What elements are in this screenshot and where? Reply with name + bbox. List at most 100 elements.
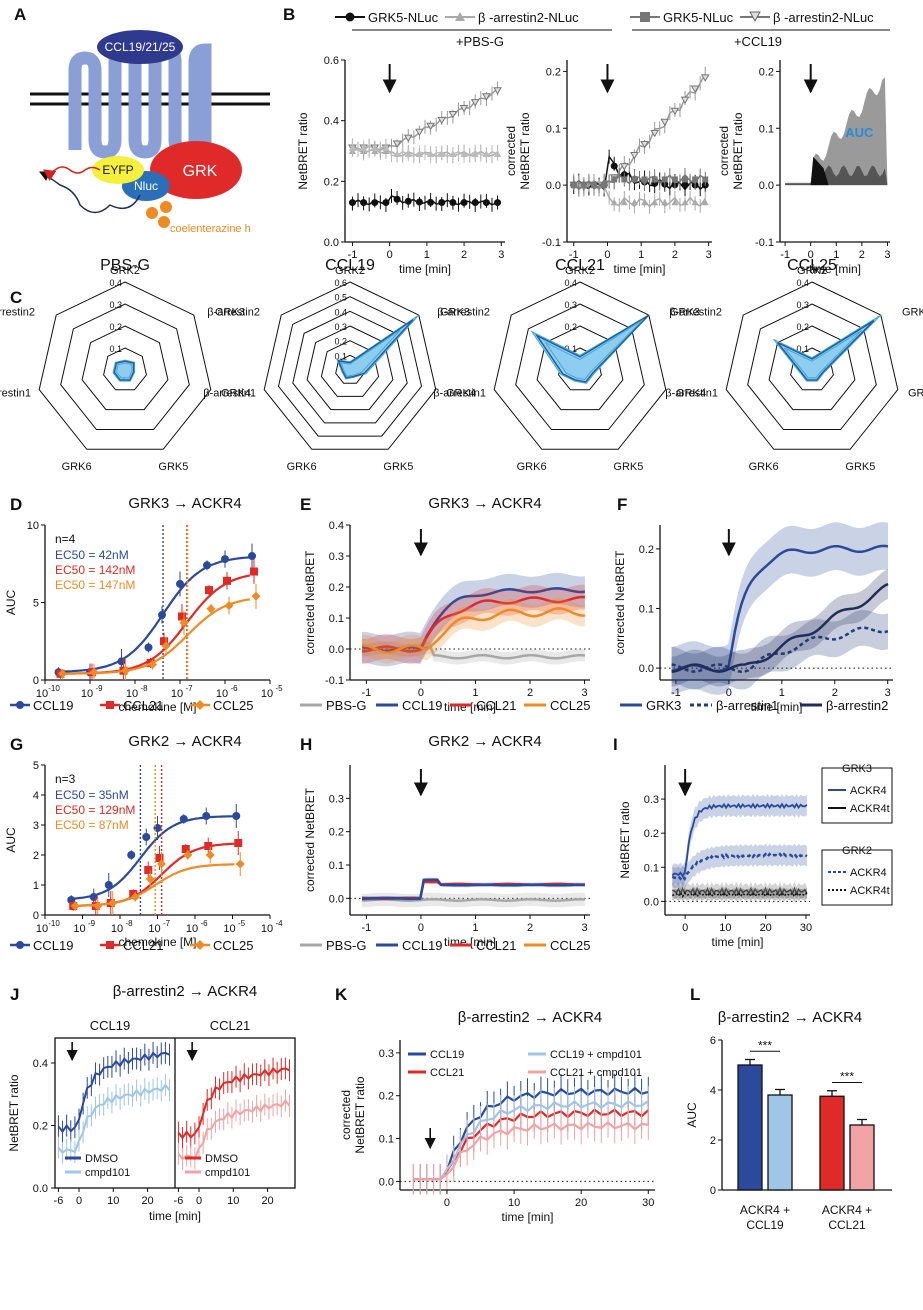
data-point bbox=[104, 881, 113, 889]
legend-dmso: DMSO bbox=[85, 1153, 118, 1165]
category-label: ACKR4 + bbox=[740, 1203, 790, 1217]
y-tick-label: 0.3 bbox=[329, 793, 344, 805]
bar bbox=[737, 1064, 763, 1191]
x-tick-label: -6 bbox=[174, 1195, 184, 1207]
panel-e-title: GRK3 → ACKR4 bbox=[428, 495, 541, 512]
data-point bbox=[415, 198, 423, 206]
legend-k-3: CCL21 + cmpd101 bbox=[550, 1067, 642, 1079]
data-point bbox=[121, 666, 130, 676]
data-point bbox=[630, 152, 639, 160]
ec50-label: EC50 = 35nM bbox=[55, 788, 129, 802]
data-point bbox=[234, 839, 243, 847]
data-point bbox=[179, 618, 189, 628]
data-point bbox=[58, 669, 67, 679]
data-point bbox=[221, 555, 229, 564]
data-point bbox=[205, 586, 213, 595]
data-point bbox=[392, 140, 402, 149]
x-tick-label: 0 bbox=[196, 1195, 202, 1207]
panel-b-plot-3: -0.1 0.0 0.1 0.2 -1 0 1 2 3 time [min] corrected Ne… bbox=[717, 60, 891, 276]
data-point bbox=[224, 601, 234, 611]
data-point bbox=[158, 610, 166, 619]
y-tick-label: 0.3 bbox=[329, 551, 344, 563]
legend-g-ccl19: CCL19 bbox=[33, 938, 73, 953]
x-tick-label: 3 bbox=[884, 249, 890, 261]
auc-area-barr2 bbox=[785, 77, 888, 186]
x-axis-title: time [min] bbox=[711, 935, 763, 949]
y-axis-title: corrected bbox=[717, 126, 731, 176]
radar-tick: 0.1 bbox=[796, 344, 809, 354]
radar-axis-label: GRK6 bbox=[287, 461, 317, 473]
grk-ellipse bbox=[150, 141, 242, 199]
data-point bbox=[631, 176, 638, 183]
y-tick-label: 0.2 bbox=[759, 66, 774, 78]
radar-axis-label: GRK6 bbox=[749, 461, 779, 473]
x-tick-label: -6 bbox=[54, 1195, 64, 1207]
radar-axis-label: GRK3 bbox=[440, 306, 470, 318]
data-point bbox=[690, 85, 700, 93]
x-tick-base: 10 bbox=[111, 923, 123, 935]
panel-j-sub-ccl19: CCL19 bbox=[90, 1018, 130, 1033]
error-band bbox=[672, 794, 807, 886]
radar-ring bbox=[493, 281, 667, 450]
auc-label: AUC bbox=[845, 125, 874, 140]
data-point bbox=[651, 198, 659, 206]
x-tick-exponent: -4 bbox=[275, 919, 283, 928]
panel-f: F 0.0 0.1 0.2 -1 0 1 2 3 time [min] corrected Net… bbox=[613, 495, 893, 714]
x-axis-title: chemokine [M] bbox=[118, 935, 196, 949]
radar-ring bbox=[747, 303, 877, 430]
x-tick-base: 10 bbox=[223, 923, 235, 935]
y-tick-label: 0 bbox=[33, 910, 39, 922]
data-point bbox=[382, 144, 390, 151]
legend-h-ccl19: CCL19 bbox=[402, 938, 442, 953]
y-tick-label: 0.2 bbox=[639, 544, 654, 556]
y-axis-title: AUC bbox=[4, 827, 18, 853]
error-band bbox=[671, 522, 888, 695]
x-tick-label: 3 bbox=[498, 249, 504, 261]
y-tick-label: 3 bbox=[33, 820, 39, 832]
data-point bbox=[459, 105, 469, 113]
data-point bbox=[403, 134, 413, 143]
panel-f-label: F bbox=[617, 495, 627, 514]
legend-grk2-title: GRK2 bbox=[842, 845, 872, 857]
radar-axis-label: GRK4 bbox=[908, 387, 923, 399]
data-point bbox=[661, 198, 669, 206]
x-tick-base: 10 bbox=[216, 688, 228, 700]
y-axis-title: corrected NetBRET bbox=[303, 787, 317, 892]
radar-profile bbox=[340, 329, 401, 377]
y-tick-label: 0.2 bbox=[329, 582, 344, 594]
data-point bbox=[471, 199, 479, 207]
panel-c: C PBS-G0.10.20.30.40GRK2GRK3GRK4GRK5GRK6… bbox=[0, 257, 923, 473]
ec50-label: EC50 = 147nM bbox=[55, 578, 135, 592]
legend-marker-grk5-ccl19 bbox=[640, 12, 650, 22]
data-point bbox=[580, 182, 587, 189]
series-line bbox=[671, 890, 808, 899]
legend-d-ccl25: CCL25 bbox=[213, 698, 253, 713]
x-tick-label: 10 bbox=[227, 1195, 239, 1207]
radar-axis-label: GRK5 bbox=[158, 461, 188, 473]
eyfp-ellipse bbox=[92, 156, 144, 184]
x-tick-label: 1 bbox=[424, 249, 430, 261]
data-point bbox=[671, 198, 679, 206]
legend-marker-grk5-pbs bbox=[345, 12, 355, 22]
series-line bbox=[361, 607, 585, 654]
y-axis-title: corrected bbox=[339, 1090, 353, 1140]
y-tick-label: 0.2 bbox=[546, 66, 561, 78]
radar-axis-label: GRK4 bbox=[446, 387, 476, 399]
x-axis-title: time [min] bbox=[501, 1210, 553, 1224]
y-tick-label: 0.2 bbox=[33, 1121, 48, 1133]
data-point bbox=[360, 144, 368, 151]
data-point bbox=[204, 842, 213, 850]
radar-tick: 0.3 bbox=[109, 300, 122, 310]
data-point bbox=[144, 643, 153, 652]
y-tick-label: -0.1 bbox=[755, 237, 774, 249]
x-tick-label: 1 bbox=[472, 922, 478, 934]
legend-marker-barr2-pbs bbox=[455, 12, 465, 21]
radar-axis-label: β-arrestin1 bbox=[0, 387, 31, 399]
series-line bbox=[413, 1108, 650, 1181]
x-tick-label: 3 bbox=[581, 922, 587, 934]
data-point bbox=[590, 182, 597, 189]
y-axis-title: corrected NetBRET bbox=[303, 550, 317, 655]
y-tick-label: 0.0 bbox=[329, 893, 344, 905]
radar-title: PBS-G bbox=[100, 257, 150, 274]
series-line bbox=[671, 852, 808, 882]
